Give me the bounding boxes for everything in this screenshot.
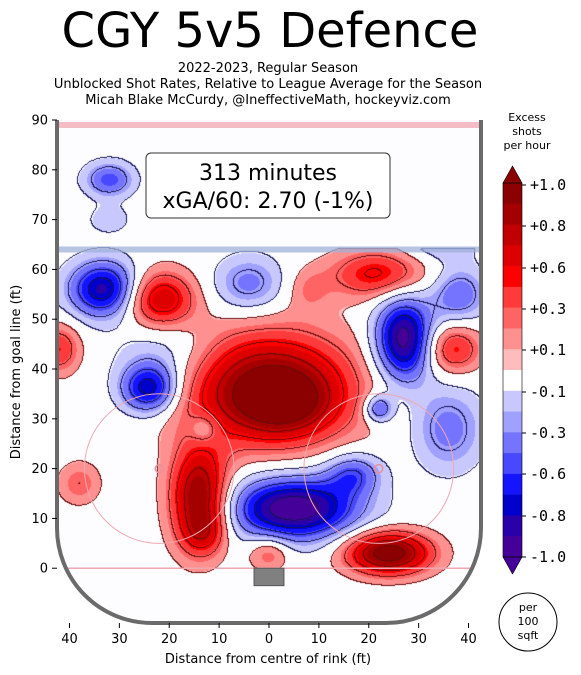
colorbar-bottom-arrow bbox=[502, 556, 523, 575]
chart-title: CGY 5v5 Defence bbox=[61, 3, 479, 59]
colorbar-tick-label: +0.3 bbox=[530, 300, 566, 318]
colorbar-segment bbox=[503, 245, 522, 267]
y-tick-label: 50 bbox=[31, 313, 48, 328]
y-tick-label: 90 bbox=[31, 114, 48, 129]
colorbar-segment bbox=[503, 390, 522, 413]
x-tick-label: 40 bbox=[460, 632, 477, 647]
colorbar-tick-label: +0.1 bbox=[530, 341, 566, 359]
colorbar-segment bbox=[503, 494, 522, 516]
colorbar-segment bbox=[503, 183, 522, 205]
colorbar-title: Excess shots per hour bbox=[496, 111, 558, 153]
colorbar-top-arrow bbox=[502, 165, 523, 184]
annotation-frame bbox=[145, 152, 391, 219]
x-tick-label: 20 bbox=[161, 632, 178, 647]
blue-line bbox=[57, 246, 481, 253]
x-tick-label: 30 bbox=[410, 632, 427, 647]
colorbar-segment bbox=[503, 224, 522, 246]
y-ticks: 0 10 20 30 40 50 60 70 80 90 bbox=[31, 114, 57, 577]
colorbar-segment bbox=[503, 286, 522, 309]
unit-badge-text: 100 bbox=[518, 615, 539, 628]
x-tick-label: 40 bbox=[61, 632, 78, 647]
x-tick-label: 20 bbox=[360, 632, 377, 647]
colorbar-tick-label: +1.0 bbox=[530, 176, 566, 194]
colorbar: +1.0 +0.8 +0.6 +0.3 +0.1 -0.1 -0.3 -0.6 -0.8 -1.0 bbox=[502, 165, 566, 575]
colorbar-tick-label: -0.1 bbox=[530, 383, 566, 401]
y-tick-label: 70 bbox=[31, 213, 48, 228]
x-tick-label: 30 bbox=[111, 632, 128, 647]
colorbar-segment bbox=[503, 328, 522, 350]
annotation-xga: xGA/60: 2.70 (-1%) bbox=[163, 189, 374, 214]
colorbar-tick-label: -0.8 bbox=[530, 507, 566, 525]
colorbar-tick-label: +0.8 bbox=[530, 217, 566, 235]
x-tick-label: 10 bbox=[211, 632, 228, 647]
colorbar-title-line: per hour bbox=[503, 139, 551, 152]
annotation-minutes: 313 minutes bbox=[199, 161, 337, 186]
colorbar-segment bbox=[503, 432, 522, 454]
y-tick-label: 20 bbox=[31, 462, 48, 477]
colorbar-frame bbox=[502, 182, 523, 558]
colorbar-segment bbox=[503, 473, 522, 496]
faceoff-dot bbox=[373, 463, 384, 474]
colorbar-title-line: shots bbox=[512, 125, 542, 138]
colorbar-segment bbox=[503, 515, 522, 537]
colorbar-segment bbox=[503, 411, 522, 433]
y-tick-label: 0 bbox=[40, 562, 48, 577]
colorbar-segment bbox=[503, 307, 522, 329]
subtitle-season: 2022-2023, Regular Season bbox=[177, 61, 359, 76]
colorbar-segment bbox=[503, 349, 522, 371]
faceoff-dot bbox=[154, 463, 165, 474]
x-tick-label: 0 bbox=[265, 632, 273, 647]
y-axis-label: Distance from goal line (ft) bbox=[9, 285, 24, 459]
x-tick-label: 10 bbox=[311, 632, 328, 647]
colorbar-segment bbox=[503, 203, 522, 226]
faceoff-circle bbox=[83, 393, 235, 544]
colorbar-segment bbox=[503, 266, 522, 288]
colorbar-tick-label: -0.3 bbox=[530, 424, 566, 442]
centre-red-line bbox=[57, 121, 481, 128]
y-tick-label: 80 bbox=[31, 163, 48, 178]
unit-badge-circle bbox=[498, 592, 558, 652]
unit-badge-text: per bbox=[519, 601, 538, 614]
x-axis-label: Distance from centre of rink (ft) bbox=[165, 652, 371, 667]
colorbar-tick-label: -0.6 bbox=[530, 465, 566, 483]
colorbar-tick-label: -1.0 bbox=[530, 548, 566, 566]
subtitle-description: Unblocked Shot Rates, Relative to League… bbox=[53, 77, 483, 92]
y-tick-label: 30 bbox=[31, 412, 48, 427]
y-tick-label: 10 bbox=[31, 512, 48, 527]
y-tick-label: 40 bbox=[31, 363, 48, 378]
minutes-xga-annotation: 313 minutes xGA/60: 2.70 (-1%) bbox=[145, 152, 391, 219]
colorbar-segment bbox=[503, 370, 522, 392]
colorbar-segment bbox=[503, 536, 522, 558]
faceoff-circle bbox=[303, 393, 455, 544]
x-ticks: 40 30 20 10 0 10 20 30 40 bbox=[61, 623, 477, 647]
y-tick-label: 60 bbox=[31, 263, 48, 278]
subtitle-author: Micah Blake McCurdy, @IneffectiveMath, h… bbox=[85, 93, 451, 108]
axes: 40 30 20 10 0 10 20 30 40 0 10 20 30 40 50 60 70 80 90 Di… bbox=[9, 114, 477, 668]
unit-badge-text: sqft bbox=[518, 629, 539, 642]
colorbar-segment bbox=[503, 453, 522, 475]
colorbar-tick-label: +0.6 bbox=[530, 259, 566, 277]
colorbar-title-line: Excess bbox=[508, 111, 546, 124]
unit-badge: per 100 sqft bbox=[498, 592, 558, 652]
goal-net bbox=[253, 567, 285, 587]
